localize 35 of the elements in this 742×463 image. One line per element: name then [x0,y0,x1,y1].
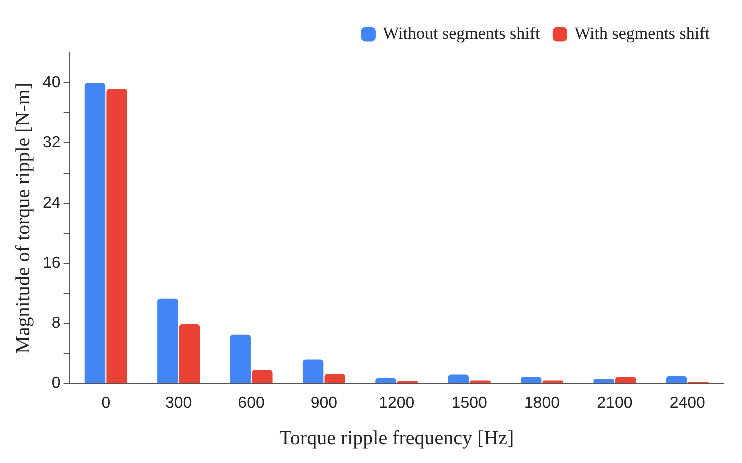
y-axis-title: Magnitude of torque ripple [N-m] [12,82,34,354]
bar [376,378,396,384]
x-tick-label: 300 [165,394,192,412]
x-tick-label: 2400 [670,394,706,412]
bar [106,89,128,384]
legend-label: Without segments shift [383,24,540,43]
bar [302,360,324,384]
bar [542,380,564,384]
y-tick-label: 16 [43,254,61,272]
bar [230,334,251,384]
bar [448,374,470,384]
bar [666,376,688,384]
x-tick-label: 0 [102,394,111,412]
y-tick-label: 24 [43,194,61,212]
x-tick-label: 1800 [524,394,560,412]
x-tick-label: 1500 [452,394,488,412]
x-tick-label: 900 [310,394,338,412]
bar [594,379,614,384]
y-tick-label: 32 [43,134,61,152]
bar [470,380,491,384]
y-tick-label: 40 [43,74,61,92]
x-tick-label: 2100 [597,394,633,412]
bar [616,377,636,384]
bar [521,377,542,384]
bar [84,83,106,384]
x-tick-label: 600 [238,394,265,412]
x-axis-title: Torque ripple frequency [Hz] [280,427,514,450]
y-tick-label: 8 [52,315,61,332]
bar [324,374,346,384]
y-tick-label: 0 [52,375,61,392]
bar [179,324,200,384]
x-tick-label: 1200 [379,394,415,412]
bar [158,298,178,384]
legend-label: With segments shift [574,24,710,43]
bar [252,370,273,384]
